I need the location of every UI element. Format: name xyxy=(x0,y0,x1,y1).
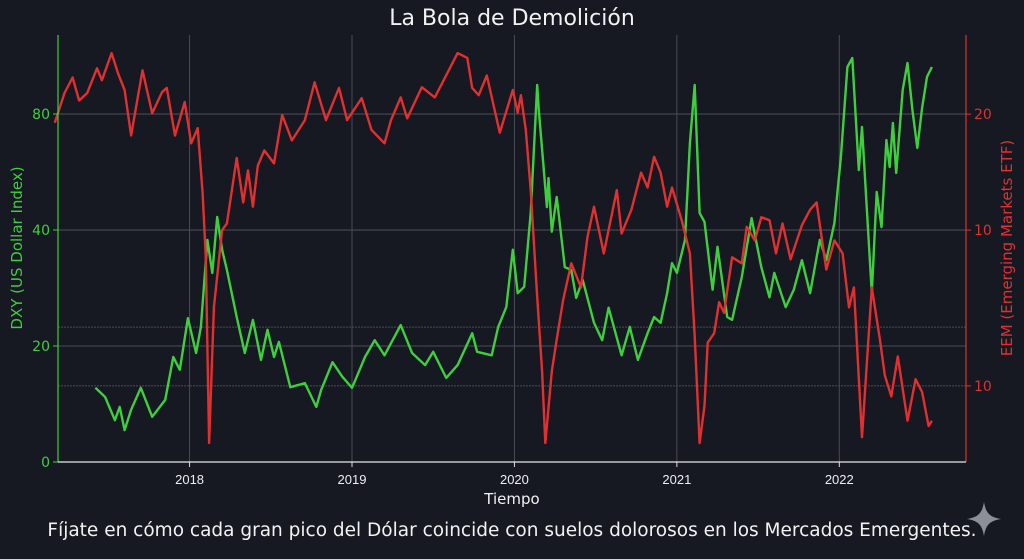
y-right-tick-label: 10 xyxy=(974,223,992,239)
axes: 2018 2019 2020 2021 2022 0 20 40 80 10 10 20 xyxy=(32,35,992,487)
y-left-tick-label: 80 xyxy=(32,107,50,123)
series-lines xyxy=(53,51,933,445)
y-left-tick-label: 20 xyxy=(32,339,50,355)
x-tick-label: 2018 xyxy=(175,472,204,487)
y-axis-right-label: EEM (Emerging Markets ETF) xyxy=(998,140,1016,357)
x-tick-label: 2019 xyxy=(338,472,367,487)
y-left-tick-label: 0 xyxy=(41,455,50,471)
sparkle-icon xyxy=(966,501,1002,537)
y-axis-left-label: DXY (US Dollar Index) xyxy=(8,166,26,329)
y-right-tick-label: 20 xyxy=(974,107,992,123)
eem-series-line xyxy=(53,51,933,445)
dxy-series-line xyxy=(94,56,933,432)
x-tick-label: 2021 xyxy=(662,472,691,487)
y-right-tick-label: 10 xyxy=(974,379,992,395)
x-tick-label: 2020 xyxy=(500,472,529,487)
x-axis-label: Tiempo xyxy=(483,490,539,508)
chart-title: La Bola de Demolición xyxy=(389,6,635,31)
caption: Fíjate en cómo cada gran pico del Dólar … xyxy=(47,520,977,541)
y-left-tick-label: 40 xyxy=(32,223,50,239)
x-tick-label: 2022 xyxy=(825,472,854,487)
